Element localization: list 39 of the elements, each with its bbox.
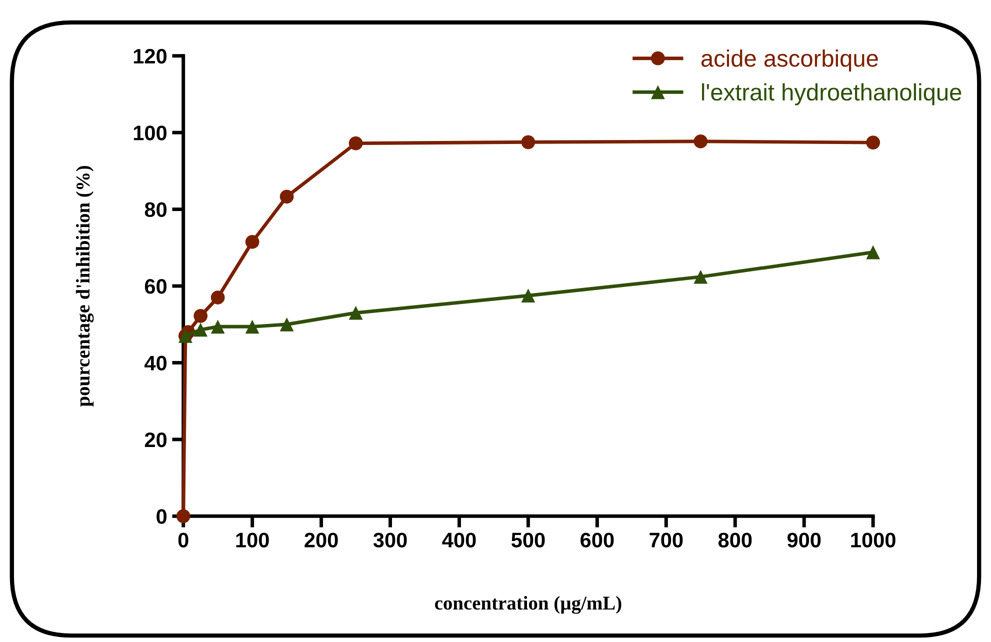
point — [866, 245, 880, 260]
x-tick-label: 500 — [511, 532, 545, 548]
point — [521, 135, 536, 150]
x-tick-label: 200 — [304, 532, 338, 548]
x-tick-label: 300 — [373, 532, 407, 548]
point — [866, 136, 880, 150]
y-tick-label: 80 — [144, 202, 167, 218]
x-axis-title: concentration (µg/mL) — [434, 596, 622, 614]
point — [210, 290, 225, 304]
point — [210, 320, 225, 334]
x-tick-label: 900 — [787, 532, 821, 548]
point — [521, 288, 536, 303]
x-tick-label: 1000 — [851, 532, 896, 548]
point — [280, 190, 294, 204]
point — [348, 306, 363, 320]
x-tick-label: 100 — [236, 532, 269, 548]
legend-label: acide ascorbique — [701, 49, 878, 72]
legend-label: l'extrait hydroethanolique — [702, 83, 962, 106]
point — [245, 234, 260, 249]
point — [694, 270, 708, 284]
x-tick-label: 400 — [442, 532, 476, 548]
y-tick-label: 100 — [134, 126, 167, 140]
y-tick-label: 20 — [144, 432, 167, 448]
x-tick-label: 700 — [650, 532, 683, 548]
x-tick-label: 0 — [178, 532, 188, 548]
point — [176, 509, 190, 524]
point — [245, 320, 260, 334]
point — [694, 134, 708, 148]
y-tick-label: 120 — [134, 48, 167, 64]
point — [280, 317, 294, 332]
point — [194, 308, 208, 323]
y-axis-title: pourcentage d'inhibition (%) — [76, 166, 94, 407]
y-tick-label: 60 — [144, 279, 167, 294]
y-tick-label: 40 — [144, 356, 167, 370]
point — [194, 322, 208, 337]
x-tick-label: 600 — [580, 532, 614, 548]
point — [348, 136, 363, 150]
y-tick-label: 0 — [156, 509, 167, 524]
x-tick-label: 800 — [718, 532, 752, 548]
